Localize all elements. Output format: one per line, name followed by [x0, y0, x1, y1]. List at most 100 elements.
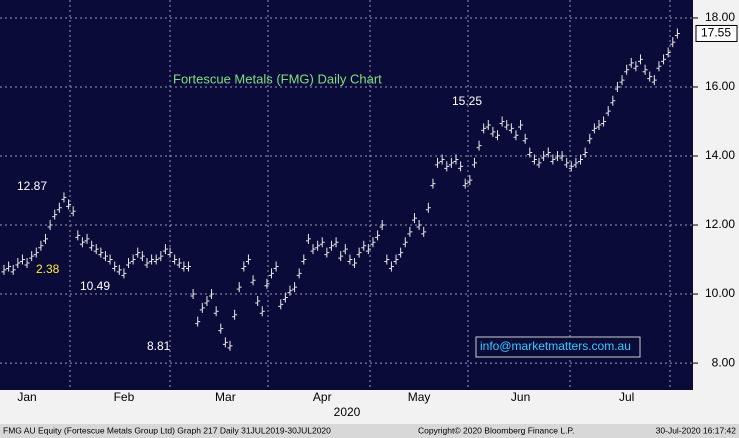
x-axis-label: 2020 — [334, 405, 361, 419]
price-bar — [144, 257, 150, 268]
price-bar — [199, 302, 205, 313]
y-tick-label: 10.00 — [705, 286, 735, 300]
price-bar — [6, 261, 12, 272]
price-bar — [564, 157, 570, 168]
price-bar — [264, 278, 270, 289]
price-bar — [209, 289, 215, 300]
price-bar — [15, 257, 21, 268]
price-bar — [365, 244, 371, 255]
price-bar — [444, 161, 450, 172]
last-price-label: 17.55 — [701, 26, 731, 40]
price-bar — [75, 230, 81, 241]
price-bar — [333, 237, 339, 248]
price-bar — [605, 106, 611, 117]
price-bar — [70, 206, 76, 217]
footer-left: FMG AU Equity (Fortescue Metals Group Lt… — [3, 425, 331, 435]
price-bar — [158, 251, 164, 262]
x-tick-label: Jun — [511, 390, 530, 404]
price-bar — [282, 292, 288, 303]
price-bar — [642, 64, 648, 75]
price-bar — [149, 254, 155, 265]
price-bar — [66, 199, 72, 210]
price-bar — [633, 61, 639, 72]
price-bar — [485, 119, 491, 130]
price-bar — [462, 178, 468, 189]
price-bar — [195, 316, 201, 327]
price-bar — [190, 289, 196, 300]
price-bar — [425, 202, 431, 213]
annotation: 2.38 — [36, 262, 60, 276]
price-bar — [278, 299, 284, 310]
price-bar — [347, 254, 353, 265]
price-bar — [398, 247, 404, 258]
price-bar — [370, 237, 376, 248]
price-bar — [411, 213, 417, 224]
price-bar — [319, 237, 325, 248]
price-bar — [559, 151, 565, 161]
y-tick-label: 18.00 — [705, 10, 735, 24]
price-bar — [98, 247, 104, 258]
price-bar — [107, 254, 113, 265]
price-bar — [33, 247, 39, 258]
price-bar — [130, 254, 136, 265]
price-bar — [402, 237, 408, 248]
price-bar — [388, 261, 394, 272]
price-bar — [84, 233, 90, 244]
price-bar — [674, 28, 680, 39]
y-tick-label: 12.00 — [705, 217, 735, 231]
x-tick-label: Mar — [215, 390, 236, 404]
price-bar — [421, 226, 427, 237]
price-bar — [273, 261, 279, 272]
price-bar — [153, 254, 159, 265]
price-bar — [301, 254, 307, 265]
price-bar — [578, 154, 584, 165]
price-bar — [52, 209, 58, 220]
price-bar — [218, 323, 224, 334]
price-bar — [476, 140, 482, 151]
price-bar — [647, 71, 653, 82]
y-tick-label: 8.00 — [712, 355, 736, 369]
price-bar — [591, 123, 597, 134]
price-bar — [204, 295, 210, 306]
price-bar — [490, 126, 496, 137]
price-bar — [656, 61, 662, 72]
price-bar — [554, 151, 560, 161]
price-bar — [259, 306, 265, 317]
price-bar — [435, 157, 441, 168]
plot-area — [0, 0, 693, 390]
chart-title: Fortescue Metals (FMG) Daily Chart — [173, 71, 382, 86]
price-bar — [637, 54, 643, 65]
annotation: 10.49 — [80, 279, 110, 293]
price-bar — [47, 220, 53, 231]
footer-bar — [0, 424, 739, 438]
price-bar — [582, 147, 588, 158]
price-bar — [379, 220, 385, 231]
price-bar — [527, 147, 533, 158]
price-bar — [222, 337, 228, 348]
price-bar — [342, 244, 348, 255]
x-tick-label: Jul — [619, 390, 634, 404]
price-bar — [292, 282, 298, 293]
price-bar — [467, 175, 473, 186]
price-bar — [458, 161, 464, 172]
price-bar — [162, 244, 168, 255]
price-bar — [56, 202, 62, 213]
price-bar — [568, 161, 574, 172]
price-bar — [121, 268, 127, 279]
price-bar — [112, 261, 118, 272]
price-bar — [24, 257, 30, 268]
price-bar — [287, 285, 293, 296]
price-bar — [513, 130, 519, 141]
x-tick-label: Feb — [114, 390, 135, 404]
price-bar — [573, 157, 579, 168]
price-bar — [471, 157, 477, 168]
price-bar — [245, 254, 251, 265]
price-bar — [61, 192, 67, 203]
price-bar — [241, 261, 247, 272]
price-bar — [126, 257, 132, 268]
price-bar — [541, 151, 547, 161]
price-bar — [79, 237, 85, 248]
price-bar — [518, 119, 524, 130]
price-bar — [601, 116, 607, 127]
